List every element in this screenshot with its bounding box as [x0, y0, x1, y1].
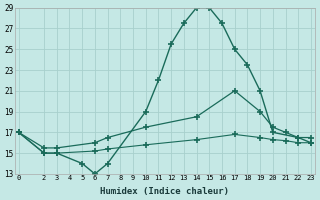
X-axis label: Humidex (Indice chaleur): Humidex (Indice chaleur): [100, 187, 229, 196]
